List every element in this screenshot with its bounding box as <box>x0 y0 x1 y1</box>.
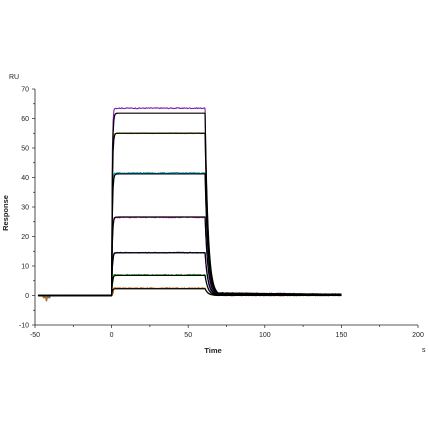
x-unit-label: s <box>422 347 426 354</box>
y-tick-label: 10 <box>21 264 29 271</box>
series-line <box>38 107 342 301</box>
y-tick-label: 0 <box>25 293 29 300</box>
fit-line <box>38 173 342 297</box>
y-tick-label: 30 <box>21 205 29 212</box>
x-axis-title: Time <box>204 346 221 355</box>
series-line <box>37 172 342 301</box>
x-tick-label: 0 <box>110 332 114 339</box>
y-tick-label: -10 <box>19 323 29 330</box>
y-tick-label: 60 <box>21 116 29 123</box>
y-axis-title: Response <box>1 195 10 231</box>
x-tick-label: 50 <box>184 332 192 339</box>
fit-line <box>38 288 342 297</box>
fit-line <box>38 216 342 297</box>
x-tick-label: 100 <box>259 332 271 339</box>
fit-layer <box>38 112 342 297</box>
series-line <box>37 251 342 302</box>
ticks-layer: -50 0 50 100 150 200 -10 0 10 20 30 40 50 60 70 <box>19 87 424 340</box>
y-tick-label: 20 <box>21 234 29 241</box>
x-tick-label: -50 <box>30 332 40 339</box>
x-tick-label: 200 <box>412 332 424 339</box>
y-tick-label: 40 <box>21 175 29 182</box>
fit-line <box>38 274 342 297</box>
axes-layer <box>34 89 418 326</box>
x-tick-label: 150 <box>336 332 348 339</box>
fit-line <box>38 132 342 297</box>
y-unit-label: RU <box>9 74 19 81</box>
y-tick-label: 50 <box>21 146 29 153</box>
series-layer <box>37 107 342 302</box>
fit-line <box>38 112 342 297</box>
y-tick-label: 70 <box>21 87 29 94</box>
